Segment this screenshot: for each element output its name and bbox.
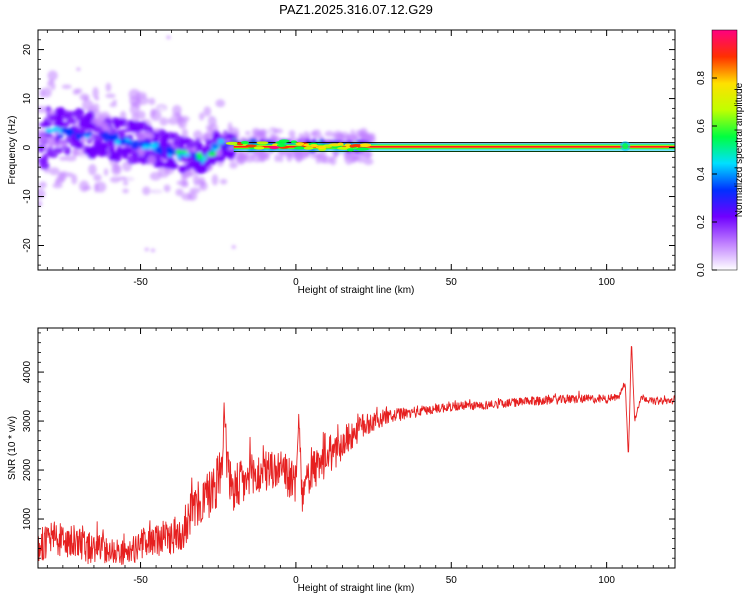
colorbar-label: Normalized spectral amplitude	[734, 82, 745, 217]
snr-y-axis-label: SNR (10 * v/v)	[7, 416, 18, 480]
spectrogram-frame	[37, 29, 676, 271]
x-tick-label: -50	[133, 277, 148, 288]
y-tick-label: 0	[22, 144, 33, 150]
snr-y-ticks: 1000 2000 3000 4000	[22, 332, 675, 559]
spectrogram-x-ticks: -50 0 50 100	[46, 30, 670, 288]
x-tick-label: 100	[598, 575, 615, 586]
chart-title: PAZ1.2025.316.07.12.G29	[279, 2, 433, 17]
x-tick-label: 0	[293, 277, 299, 288]
spectrogram-panel: -50 0 50 100 -20 -10 0 10 20 Height of straight…	[7, 29, 676, 296]
colorbar-tick-label: 0.2	[696, 215, 707, 229]
colorbar-ticks: 0.0 0.2 0.4 0.6 0.8	[696, 71, 717, 277]
spectrogram-carrier-band	[225, 139, 675, 152]
snr-frame	[37, 327, 676, 569]
spectrogram-x-axis-label: Height of straight line (km)	[298, 285, 415, 296]
colorbar: 0.0 0.2 0.4 0.6 0.8 Normalized spectral ampl…	[696, 29, 745, 277]
snr-series-line	[38, 345, 675, 565]
spectrogram-content	[38, 35, 675, 253]
colorbar-frame	[711, 29, 738, 271]
snr-background	[38, 328, 675, 568]
x-tick-label: 50	[446, 575, 458, 586]
spectrogram-y-ticks: -20 -10 0 10 20	[22, 29, 675, 266]
x-tick-label: 50	[446, 277, 458, 288]
colorbar-tick-label: 0.0	[696, 263, 707, 277]
colorbar-gradient	[712, 30, 737, 270]
x-tick-label: -50	[133, 575, 148, 586]
colorbar-tick-label: 0.8	[696, 71, 707, 85]
y-tick-label: 10	[22, 93, 33, 105]
y-tick-label: -10	[22, 189, 33, 204]
x-tick-label: 100	[598, 277, 615, 288]
colorbar-tick-label: 0.6	[696, 119, 707, 133]
snr-panel: -50 0 50 100 1000 2000 3000 4000 Height of str…	[7, 327, 676, 594]
y-tick-label: 2000	[22, 458, 33, 481]
y-tick-label: 3000	[22, 410, 33, 433]
spectrogram-y-axis-label: Frequency (Hz)	[7, 116, 18, 185]
y-tick-label: 20	[22, 44, 33, 56]
y-tick-label: -20	[22, 238, 33, 253]
y-tick-label: 1000	[22, 507, 33, 530]
x-tick-label: 0	[293, 575, 299, 586]
snr-x-axis-label: Height of straight line (km)	[298, 583, 415, 594]
snr-x-ticks: -50 0 50 100	[46, 328, 670, 586]
colorbar-tick-label: 0.4	[696, 167, 707, 181]
y-tick-label: 4000	[22, 361, 33, 384]
